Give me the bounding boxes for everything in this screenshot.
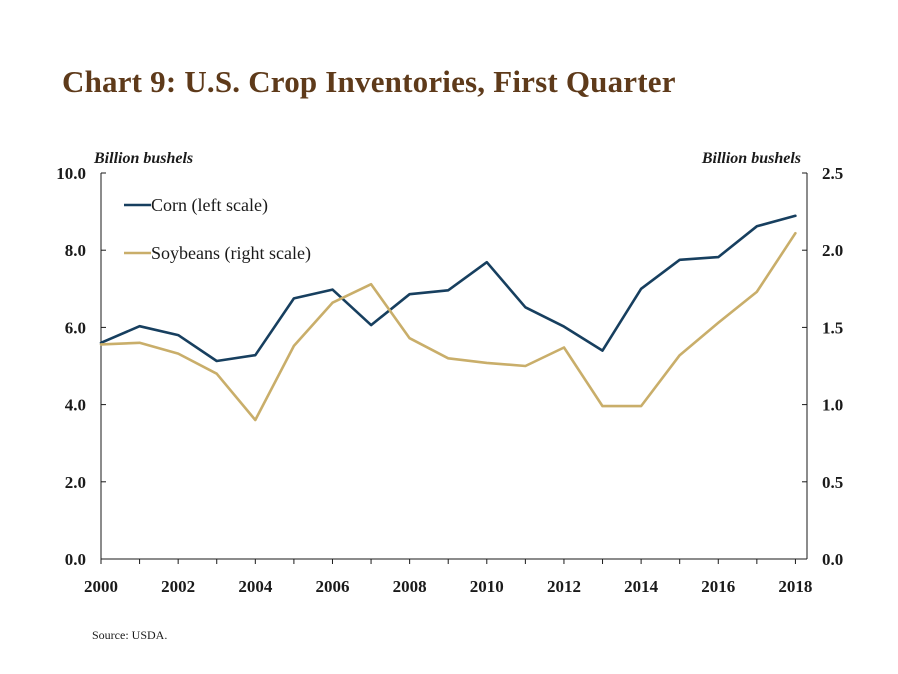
source-note: Source: USDA. — [92, 628, 168, 642]
right-tick-label: 0.5 — [822, 473, 843, 492]
x-tick-label: 2012 — [547, 577, 581, 596]
right-axis-unit: Billion bushels — [701, 150, 801, 167]
legend-label-soybeans: Soybeans (right scale) — [151, 243, 311, 264]
right-tick-label: 1.5 — [822, 318, 843, 337]
left-tick-label: 2.0 — [65, 473, 86, 492]
left-tick-label: 0.0 — [65, 550, 86, 569]
x-tick-label: 2000 — [84, 577, 118, 596]
x-tick-label: 2016 — [701, 577, 735, 596]
x-tick-label: 2002 — [161, 577, 195, 596]
left-axis-unit: Billion bushels — [94, 150, 194, 167]
x-tick-label: 2018 — [778, 577, 812, 596]
x-tick-label: 2014 — [624, 577, 659, 596]
x-tick-label: 2010 — [470, 577, 504, 596]
ticks: 0.0 2.0 4.0 6.0 8.0 10.0 0.0 0.5 1.0 1.5 2.0 2.5 200… — [56, 164, 843, 596]
series-lines — [99, 214, 797, 422]
right-tick-label: 2.0 — [822, 241, 843, 260]
left-tick-label: 10.0 — [56, 164, 86, 183]
right-tick-label: 0.0 — [822, 550, 843, 569]
legend-label-corn: Corn (left scale) — [151, 195, 268, 216]
corn-series-line — [99, 214, 797, 363]
legend: Corn (left scale) Soybeans (right scale) — [124, 195, 311, 264]
chart-title: Chart 9: U.S. Crop Inventories, First Qu… — [62, 64, 676, 99]
left-tick-label: 4.0 — [65, 396, 86, 415]
axes — [100, 173, 808, 560]
left-tick-label: 6.0 — [65, 318, 86, 337]
x-tick-label: 2006 — [315, 577, 349, 596]
x-tick-label: 2004 — [238, 577, 273, 596]
soybeans-series-line — [99, 231, 797, 422]
left-tick-label: 8.0 — [65, 241, 86, 260]
x-tick-label: 2008 — [393, 577, 427, 596]
right-tick-label: 2.5 — [822, 164, 843, 183]
right-tick-label: 1.0 — [822, 396, 843, 415]
